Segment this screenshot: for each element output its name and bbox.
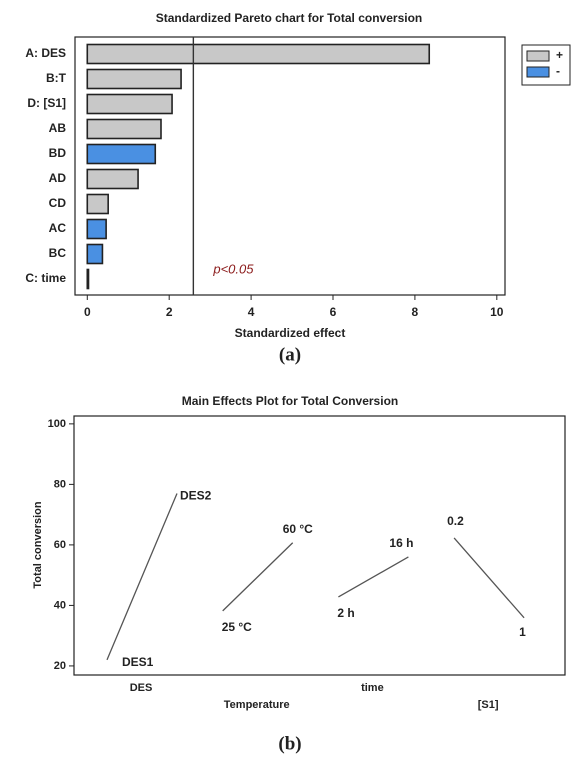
level-label: 1 xyxy=(519,625,526,639)
bar xyxy=(86,143,157,165)
y-tick-label: 40 xyxy=(54,599,66,611)
y-tick-label: CD xyxy=(49,196,67,210)
x-tick-label: 8 xyxy=(412,305,419,319)
reference-label: p<0.05 xyxy=(212,261,254,276)
y-tick-label: 100 xyxy=(48,418,66,430)
legend-label: - xyxy=(556,64,560,78)
level-label: DES1 xyxy=(122,655,154,669)
x-tick-label: DES xyxy=(130,682,153,694)
caption: (b) xyxy=(278,733,301,754)
level-label: 2 h xyxy=(337,606,354,620)
x-tick-label: [S1] xyxy=(478,699,499,711)
effect-line xyxy=(453,537,525,619)
y-tick-label: AC xyxy=(49,221,67,235)
bar xyxy=(86,193,109,215)
x-tick-label: 4 xyxy=(248,305,255,319)
bar xyxy=(86,43,431,65)
effect-line xyxy=(222,542,294,612)
x-tick-label: 10 xyxy=(490,305,504,319)
x-tick-label: 2 xyxy=(166,305,173,319)
plot-frame xyxy=(74,36,506,296)
y-tick-label: AB xyxy=(49,121,67,135)
chart-title: Main Effects Plot for Total Conversion xyxy=(182,394,398,408)
y-tick-label: C: time xyxy=(25,271,66,285)
level-label: 60 °C xyxy=(283,522,313,536)
caption: (a) xyxy=(279,344,301,365)
bar xyxy=(86,168,139,190)
y-tick-label: BC xyxy=(49,246,67,260)
y-tick-label: B:T xyxy=(46,71,67,85)
y-tick-label: D: [S1] xyxy=(27,96,66,110)
y-tick-label: BD xyxy=(49,146,67,160)
x-tick-label: time xyxy=(361,682,384,694)
bar xyxy=(86,243,104,265)
legend-label: + xyxy=(556,48,563,62)
bar xyxy=(86,68,182,90)
bar xyxy=(86,268,90,290)
x-tick-label: Temperature xyxy=(224,699,290,711)
legend-swatch xyxy=(526,50,550,62)
y-tick-label: A: DES xyxy=(25,46,66,60)
plot-frame xyxy=(73,415,566,676)
level-label: 0.2 xyxy=(447,514,464,528)
level-label: 16 h xyxy=(389,536,413,550)
chart-title: Standardized Pareto chart for Total conv… xyxy=(156,11,423,25)
legend-swatch xyxy=(526,66,550,78)
y-tick-label: 20 xyxy=(54,660,66,672)
level-label: 25 °C xyxy=(222,620,252,634)
bar xyxy=(86,118,162,140)
effect-line xyxy=(106,493,178,661)
y-tick-label: 60 xyxy=(54,539,66,551)
x-axis-label: Standardized effect xyxy=(235,326,346,340)
x-tick-label: 0 xyxy=(84,305,91,319)
x-tick-label: 6 xyxy=(330,305,337,319)
bar xyxy=(86,93,173,115)
y-axis-label: Total conversion xyxy=(32,501,44,588)
effect-line xyxy=(338,556,409,598)
y-tick-label: 80 xyxy=(54,478,66,490)
y-tick-label: AD xyxy=(49,171,67,185)
level-label: DES2 xyxy=(180,489,212,503)
bar xyxy=(86,218,107,240)
